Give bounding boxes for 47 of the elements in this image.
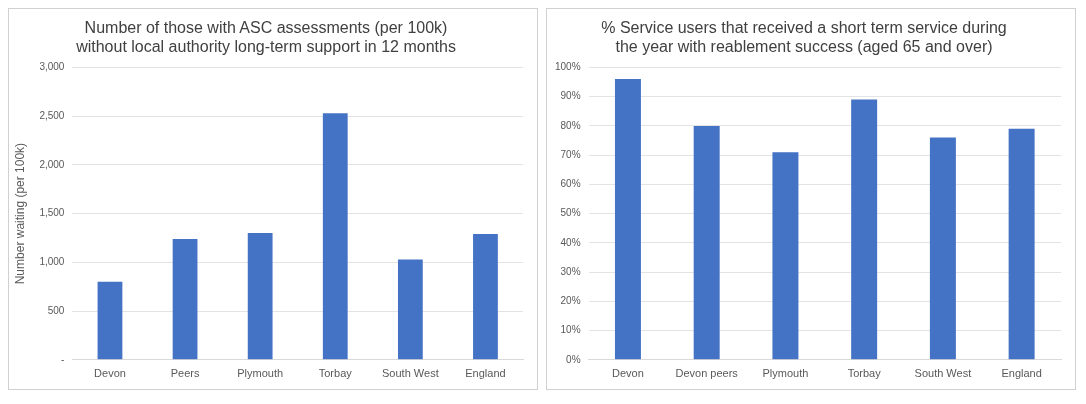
y-tick-label: 70% (560, 148, 581, 160)
y-tick-label: 60% (560, 178, 581, 190)
y-tick-label: 80% (560, 119, 581, 131)
y-tick-label: 2,500 (39, 109, 65, 121)
bar (97, 281, 123, 360)
bar (614, 79, 641, 360)
x-tick-label: England (465, 367, 506, 380)
y-tick-label: 20% (560, 295, 581, 307)
y-tick-label: 10% (560, 324, 581, 336)
bar (929, 137, 956, 360)
bar (693, 125, 720, 360)
x-tick-label: England (1001, 367, 1042, 380)
y-tick-label: 0% (566, 353, 581, 365)
y-tick-label: 40% (560, 236, 581, 248)
y-axis-title: Number waiting (per 100k) (12, 142, 27, 285)
y-tick-label: 2,000 (39, 158, 65, 170)
bar (1008, 128, 1035, 360)
x-tick-label: Plymouth (762, 367, 809, 380)
y-tick-label: 500 (47, 304, 65, 316)
text: without local authority long-term support in 12 months (76, 38, 456, 56)
bar (172, 238, 198, 360)
x-tick-label: Devon peers (675, 367, 739, 380)
y-tick-label: 1,500 (39, 207, 65, 219)
y-tick-label: 90% (560, 90, 581, 102)
x-tick-label: Devon (94, 367, 126, 380)
x-tick-label: Torbay (318, 367, 353, 380)
x-tick-label: Peers (170, 367, 200, 380)
y-tick-label: - (61, 353, 65, 365)
y-tick-label: 100% (555, 61, 581, 73)
x-tick-label: Plymouth (237, 367, 284, 380)
bar (473, 234, 498, 360)
text: the year with reablement success (aged 65 and over) (615, 38, 993, 56)
x-tick-label: South West (382, 367, 439, 380)
x-tick-label: Devon (612, 367, 644, 380)
bar (397, 259, 423, 360)
bar (247, 233, 273, 360)
bar (772, 152, 799, 360)
y-tick-label: 30% (560, 265, 581, 277)
bar (851, 99, 878, 360)
y-tick-label: 1,000 (39, 256, 65, 268)
bar (322, 113, 348, 360)
y-tick-label: 3,000 (39, 61, 65, 73)
x-tick-label: Torbay (847, 367, 882, 380)
text: Number of those with ASC assessments (per 100k) (84, 19, 448, 37)
text: % Service users that received a short term service during (601, 19, 1007, 37)
y-tick-label: 50% (560, 207, 581, 219)
x-tick-label: South West (914, 367, 972, 380)
